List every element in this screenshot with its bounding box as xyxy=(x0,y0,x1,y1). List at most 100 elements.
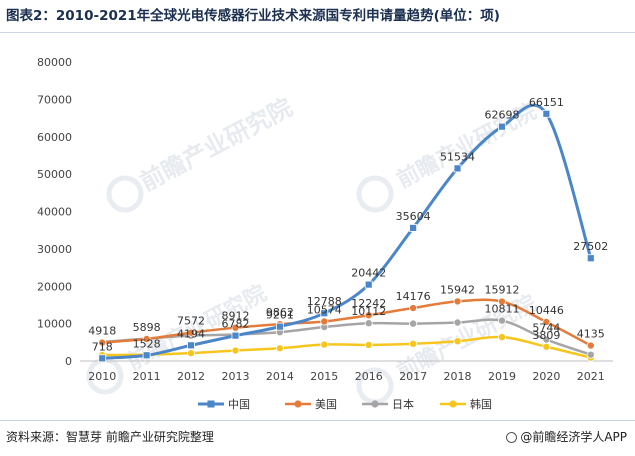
data-point xyxy=(542,342,551,351)
y-tick-label: 10000 xyxy=(37,318,72,331)
x-tick-label: 2018 xyxy=(444,370,472,383)
x-tick-label: 2016 xyxy=(355,370,383,383)
y-tick-label: 0 xyxy=(65,355,72,368)
x-tick-label: 2015 xyxy=(310,370,338,383)
data-point xyxy=(320,340,329,349)
data-label: 6782 xyxy=(221,318,249,331)
data-label: 5744 xyxy=(532,322,560,335)
data-label: 35604 xyxy=(396,210,431,223)
data-point xyxy=(542,317,551,326)
data-point xyxy=(542,109,551,118)
x-tick-label: 2011 xyxy=(133,370,161,383)
data-label: 5898 xyxy=(133,321,161,334)
source-note: 资料来源：智慧芽 前瞻产业研究院整理 xyxy=(6,430,214,444)
data-label: 8912 xyxy=(221,310,249,323)
data-label: 12788 xyxy=(307,295,342,308)
legend-label: 美国 xyxy=(315,398,337,411)
data-point xyxy=(586,341,595,350)
data-point xyxy=(498,122,506,131)
data-point xyxy=(187,341,195,350)
data-label: 66151 xyxy=(529,96,564,109)
series-layer xyxy=(98,103,595,363)
data-label: 10446 xyxy=(529,304,564,317)
y-tick-label: 70000 xyxy=(37,93,72,106)
data-point xyxy=(142,351,151,360)
data-point xyxy=(409,319,418,328)
data-point xyxy=(409,224,418,232)
data-label: 3809 xyxy=(532,329,560,342)
data-point xyxy=(364,311,373,320)
data-point xyxy=(187,349,196,358)
data-point xyxy=(231,323,240,332)
x-tick-label: 2021 xyxy=(577,370,605,383)
data-label: 718 xyxy=(92,340,113,353)
data-point xyxy=(497,297,506,306)
data-label: 10112 xyxy=(351,305,386,318)
x-tick-label: 2017 xyxy=(399,370,427,383)
data-point xyxy=(409,304,418,313)
data-label: 9201 xyxy=(266,309,294,322)
data-label: 4135 xyxy=(577,328,605,341)
data-point xyxy=(453,318,462,327)
data-point xyxy=(275,322,284,331)
y-tick-label: 50000 xyxy=(37,168,72,181)
legend-marker xyxy=(449,400,457,408)
data-point xyxy=(453,297,462,306)
data-label: 1528 xyxy=(133,337,161,350)
data-label: 12242 xyxy=(351,297,386,310)
x-tick-label: 2014 xyxy=(266,370,294,383)
data-point xyxy=(364,340,373,349)
data-label: 9862 xyxy=(266,306,294,319)
watermark-logo xyxy=(356,175,394,213)
legend-label: 中国 xyxy=(228,398,250,411)
data-point xyxy=(142,334,151,343)
data-point xyxy=(98,354,107,363)
data-point xyxy=(275,344,284,353)
data-label: 62698 xyxy=(484,109,519,122)
footer-divider xyxy=(0,420,635,421)
legend-marker xyxy=(371,400,379,408)
x-tick-label: 2013 xyxy=(221,370,249,383)
watermark-text: 前瞻产业研究院 xyxy=(136,93,297,197)
legend-marker xyxy=(294,400,302,408)
credit-text: @前瞻经济学人APP xyxy=(520,430,627,444)
data-point xyxy=(231,331,240,340)
data-point xyxy=(586,254,595,263)
y-tick-label: 40000 xyxy=(37,206,72,219)
data-point xyxy=(497,316,506,325)
x-tick-label: 2012 xyxy=(177,370,205,383)
axes: 0 10000 20000 30000 40000 50000 60000 70000 8000… xyxy=(37,56,613,383)
credit-note: @前瞻经济学人APP xyxy=(506,428,627,445)
y-tick-label: 80000 xyxy=(37,56,72,69)
y-tick-label: 60000 xyxy=(37,131,72,144)
data-label: 10574 xyxy=(307,303,342,316)
title-divider xyxy=(0,32,635,33)
x-tick-label: 2010 xyxy=(88,370,116,383)
data-point xyxy=(98,338,107,347)
data-label: 7572 xyxy=(177,315,205,328)
data-point xyxy=(320,317,329,326)
y-tick-label: 30000 xyxy=(37,243,72,256)
data-point xyxy=(364,280,373,289)
data-point xyxy=(187,328,196,337)
data-label: 51534 xyxy=(440,150,475,163)
data-label: 15942 xyxy=(440,283,475,296)
x-tick-label: 2020 xyxy=(532,370,560,383)
data-point xyxy=(320,309,329,318)
data-point xyxy=(409,339,418,348)
data-point xyxy=(453,164,462,173)
data-point xyxy=(586,350,595,359)
data-point xyxy=(231,346,240,355)
legend-marker xyxy=(207,400,215,408)
legend-label: 韩国 xyxy=(470,397,492,411)
y-tick-label: 20000 xyxy=(37,280,72,293)
data-label: 10811 xyxy=(484,303,519,316)
legend-label: 日本 xyxy=(392,397,414,411)
data-point xyxy=(542,335,551,344)
data-point xyxy=(453,337,462,346)
weibo-icon xyxy=(506,432,518,443)
data-label: 14176 xyxy=(396,290,431,303)
